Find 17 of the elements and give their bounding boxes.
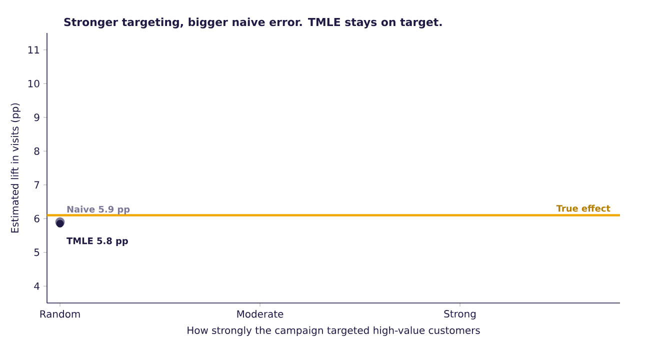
x-tick-label: Random [40,310,80,318]
ref-line-label: True effect [556,204,610,212]
y-tick-label: 9 [34,114,40,122]
y-tick-label: 4 [34,282,40,290]
y-tick-label: 7 [34,181,40,189]
y-tick-label: 11 [28,46,40,54]
y-axis-title: Estimated lift in visits (pp) [10,103,20,233]
x-tick-label: Strong [444,310,476,320]
y-tick-label: 10 [28,80,40,88]
annotation: Naive 5.9 pp [67,206,130,214]
x-axis-title: How strongly the campaign targeted high-value customers [188,326,480,336]
annotation: TMLE 5.8 pp [66,237,128,246]
x-tick-label: Moderate [237,310,284,318]
chart-title: Stronger targeting, bigger naive error. TMLE stays on target. [64,18,442,28]
y-tick-label: 8 [34,147,40,155]
y-tick-label: 5 [34,248,40,256]
y-tick-label: 6 [34,214,40,222]
